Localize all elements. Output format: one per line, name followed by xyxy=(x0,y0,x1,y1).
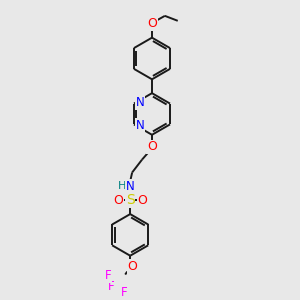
Text: H: H xyxy=(118,181,126,191)
Text: S: S xyxy=(126,193,135,207)
Text: O: O xyxy=(147,140,157,153)
Text: O: O xyxy=(137,194,147,207)
Text: F: F xyxy=(108,280,115,293)
Text: O: O xyxy=(127,260,137,273)
Text: O: O xyxy=(147,17,157,30)
Text: F: F xyxy=(121,286,128,299)
Text: N: N xyxy=(136,119,144,132)
Text: F: F xyxy=(105,269,112,282)
Text: N: N xyxy=(126,180,135,193)
Text: O: O xyxy=(113,194,123,207)
Text: N: N xyxy=(136,96,144,109)
